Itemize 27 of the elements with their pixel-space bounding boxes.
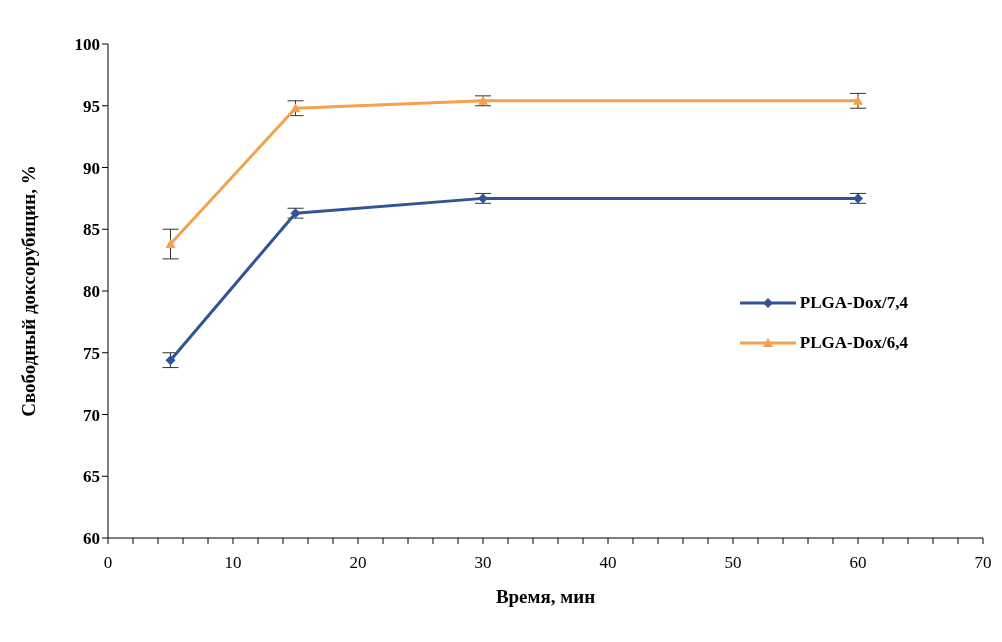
y-tick-label: 60 (83, 529, 100, 549)
x-tick-label: 40 (599, 553, 617, 572)
y-tick-label: 90 (83, 158, 100, 178)
x-tick-label: 20 (349, 553, 367, 572)
y-axis-title: Свободный доксорубицин, % (17, 165, 39, 417)
y-tick-label: 100 (74, 35, 100, 55)
x-tick-label: 60 (849, 553, 867, 572)
x-tick-label: 70 (974, 553, 992, 572)
y-tick-label: 65 (83, 467, 100, 487)
point (165, 239, 176, 249)
legend-label: PLGA-Dox/6,4 (799, 333, 908, 353)
y-tick-label: 70 (83, 405, 100, 425)
point (478, 95, 488, 105)
y-tick-label: 80 (83, 282, 100, 302)
point (853, 193, 863, 204)
y-tick-label: 85 (83, 220, 100, 240)
point (290, 103, 301, 113)
point (853, 95, 863, 105)
y-tick-label: 95 (83, 96, 100, 116)
x-axis-title: Время, мин (495, 586, 596, 607)
y-tick-label: 75 (83, 343, 100, 363)
x-tick-label: 10 (224, 553, 242, 572)
legend-label: PLGA-Dox/7,4 (799, 293, 908, 313)
point (478, 193, 488, 204)
x-tick-label: 0 (103, 553, 113, 572)
x-tick-label: 50 (724, 553, 742, 572)
x-tick-label: 30 (474, 553, 492, 572)
